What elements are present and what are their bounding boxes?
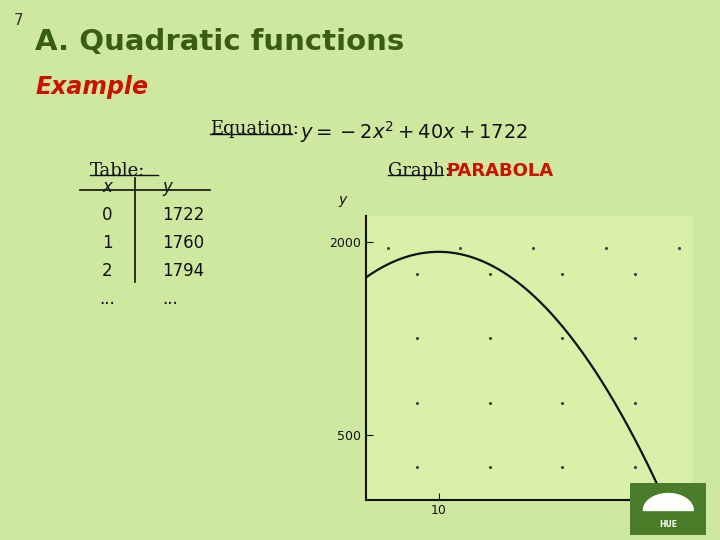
Text: Table:: Table: (90, 162, 145, 180)
Text: 2: 2 (102, 262, 112, 280)
FancyBboxPatch shape (626, 480, 710, 538)
Text: $y = -2x^2 + 40x + 1722$: $y = -2x^2 + 40x + 1722$ (300, 119, 528, 145)
Text: 1722: 1722 (162, 206, 204, 224)
Text: A. Quadratic functions: A. Quadratic functions (35, 28, 404, 56)
Text: ...: ... (99, 290, 115, 308)
Text: y: y (162, 178, 172, 196)
Text: Graph:: Graph: (388, 162, 451, 180)
Text: 0: 0 (102, 206, 112, 224)
Text: x: x (697, 511, 705, 525)
Text: y: y (338, 193, 346, 207)
Text: 7: 7 (14, 13, 24, 28)
Text: ...: ... (162, 290, 178, 308)
Text: 1760: 1760 (162, 234, 204, 252)
Text: Example: Example (35, 75, 148, 99)
Text: x: x (102, 178, 112, 196)
Text: PARABOLA: PARABOLA (446, 162, 553, 180)
Text: 1: 1 (102, 234, 112, 252)
Text: HUE: HUE (659, 521, 677, 529)
Text: 1794: 1794 (162, 262, 204, 280)
Text: Equation:: Equation: (210, 120, 299, 138)
